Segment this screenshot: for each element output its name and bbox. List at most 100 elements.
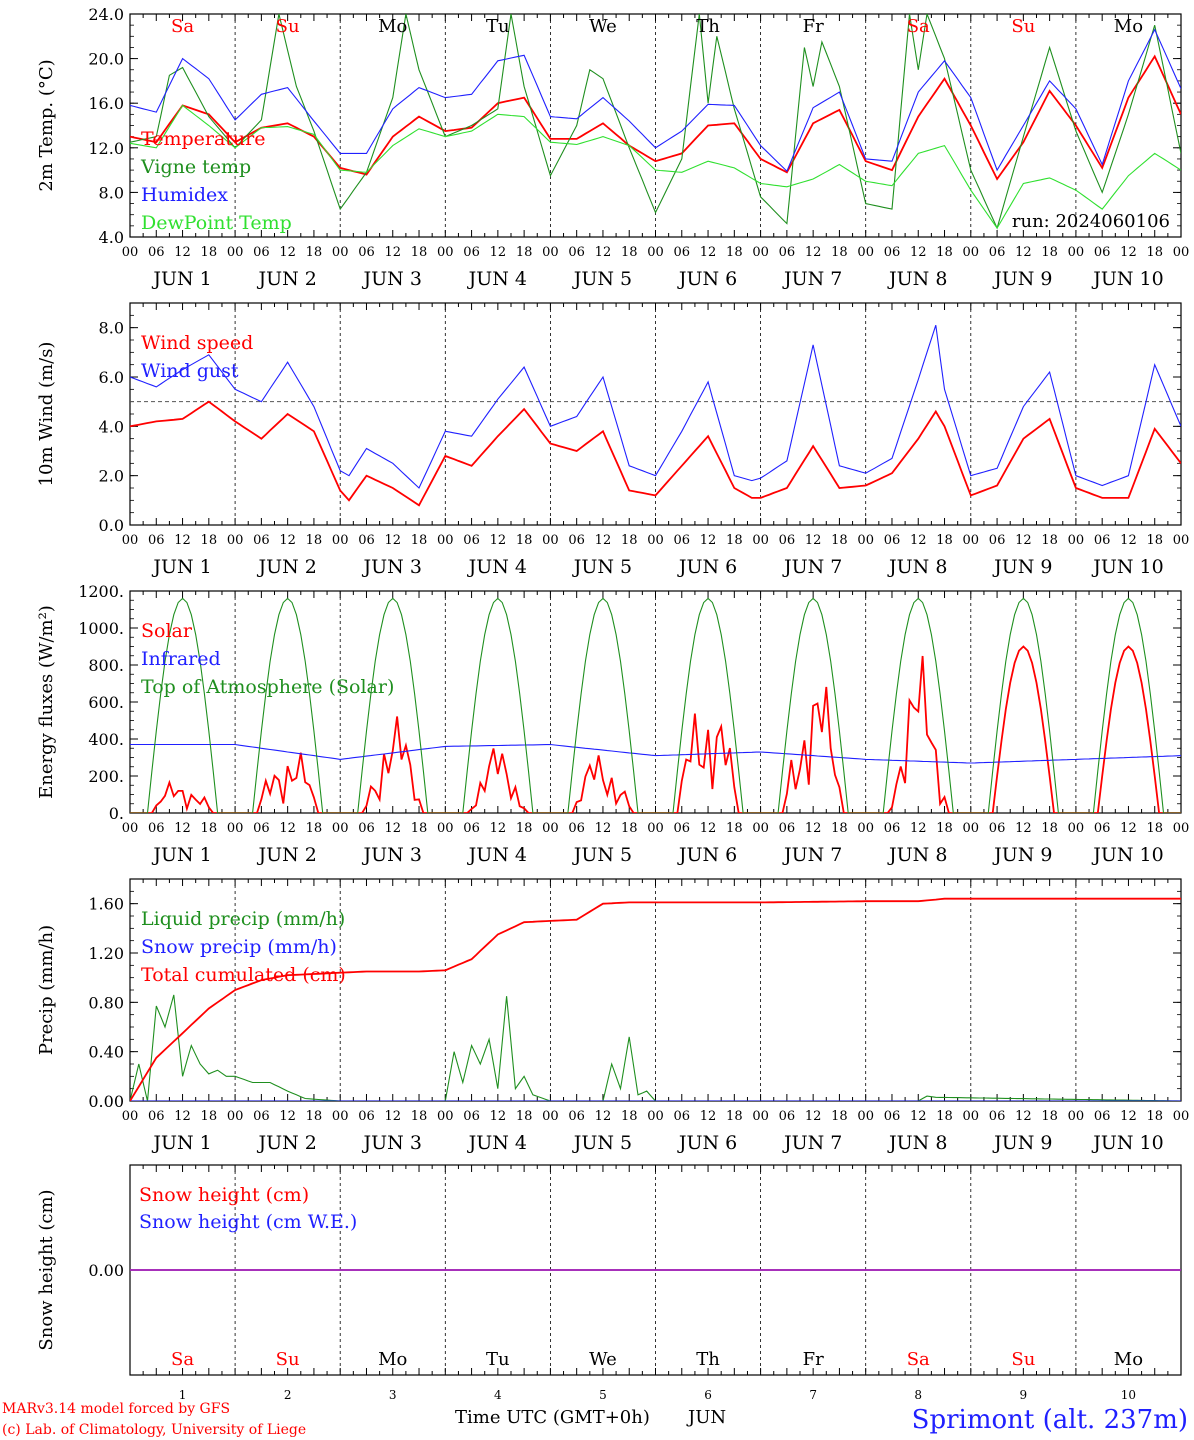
hour-label: 18 <box>1146 245 1163 260</box>
hour-label: 18 <box>831 821 848 836</box>
series-solar <box>130 645 1181 813</box>
day-label: JUN 2 <box>256 556 316 578</box>
hour-label: 18 <box>306 821 323 836</box>
hour-label: 18 <box>1146 533 1163 548</box>
series-group <box>130 325 1181 507</box>
legend-humidex: Humidex <box>141 184 228 206</box>
legend-top-of-atmosphere-solar-: Top of Atmosphere (Solar) <box>141 676 394 698</box>
y-axis-label: Energy fluxes (W/m²) <box>36 605 57 799</box>
hour-label: 00 <box>542 821 559 836</box>
hour-label: 00 <box>122 533 139 548</box>
day-number: 9 <box>1020 1388 1028 1402</box>
legend-dewpoint-temp: DewPoint Temp <box>141 212 292 234</box>
hour-label: 12 <box>174 533 191 548</box>
hour-label: 12 <box>1015 821 1032 836</box>
hour-label: 12 <box>595 533 612 548</box>
legend-liquid-precip-mm-h-: Liquid precip (mm/h) <box>141 908 345 930</box>
hour-label: 00 <box>542 245 559 260</box>
legend-wind-speed: Wind speed <box>141 332 253 354</box>
weekday-label: Fr <box>803 1349 824 1370</box>
hour-label: 00 <box>1173 1109 1190 1124</box>
series-wind-gust <box>130 325 1181 489</box>
footer: MARv3.14 model forced by GFS (c) Lab. of… <box>2 1401 1188 1438</box>
hour-label: 06 <box>253 821 270 836</box>
day-label: JUN 2 <box>256 844 316 866</box>
x-axis-month: JUN <box>686 1407 726 1428</box>
hour-label: 06 <box>463 533 480 548</box>
hour-label: 00 <box>752 245 769 260</box>
hour-label: 06 <box>568 1109 585 1124</box>
hour-label: 00 <box>963 1109 980 1124</box>
hour-label: 00 <box>647 1109 664 1124</box>
panel-5: 0.00 Snow height (cm) Snow height (cm) Snow… <box>36 1164 1182 1402</box>
panel-2: 0.0 2.0 4.0 6.0 8.0 10m Wind (m/s) Wind speed W… <box>36 302 1189 578</box>
day-label: JUN 7 <box>782 268 842 290</box>
day-number: 6 <box>704 1388 712 1402</box>
hour-label: 00 <box>752 533 769 548</box>
hour-label: 06 <box>989 245 1006 260</box>
y-tick-label: 2.0 <box>99 467 124 486</box>
hour-label: 18 <box>516 533 533 548</box>
hour-label: 12 <box>910 533 927 548</box>
hour-label: 18 <box>516 821 533 836</box>
hour-label: 12 <box>384 245 401 260</box>
day-label: JUN 7 <box>782 844 842 866</box>
y-tick-label: 0.00 <box>88 1092 124 1111</box>
hour-label: 06 <box>358 1109 375 1124</box>
day-number: 2 <box>284 1388 292 1402</box>
weekday-label: Sa <box>171 1349 194 1370</box>
weekday-label: Mo <box>1114 16 1143 37</box>
panels: 4.08.012.016.020.024.02m Temp. (°C) Tempe… <box>36 5 1189 1402</box>
day-label: JUN 5 <box>572 1132 632 1154</box>
series-humidex <box>130 28 1181 173</box>
hour-label: 18 <box>621 245 638 260</box>
legend-wind-gust: Wind gust <box>141 360 239 382</box>
day-label: JUN 9 <box>992 268 1052 290</box>
hour-label: 12 <box>279 1109 296 1124</box>
weekday-label: We <box>589 16 617 37</box>
day-label: JUN 6 <box>677 556 737 578</box>
day-label: JUN 4 <box>467 1132 527 1154</box>
y-tick-label: 800. <box>88 656 124 675</box>
hour-label: 00 <box>122 245 139 260</box>
hour-label: 18 <box>306 533 323 548</box>
run-annotation: run: 2024060106 <box>1012 211 1170 232</box>
day-label: JUN 8 <box>887 268 947 290</box>
y-tick-label: 12.0 <box>88 139 124 158</box>
hour-label: 18 <box>411 821 428 836</box>
hour-label: 12 <box>1015 533 1032 548</box>
hour-label: 06 <box>148 245 165 260</box>
hour-label: 06 <box>568 245 585 260</box>
weekday-label: Fr <box>803 16 824 37</box>
day-label: JUN 8 <box>887 844 947 866</box>
hour-label: 06 <box>148 821 165 836</box>
hour-label: 12 <box>700 533 717 548</box>
y-tick-label: 200. <box>88 767 124 786</box>
hour-label: 06 <box>779 533 796 548</box>
hour-label: 06 <box>674 821 691 836</box>
hour-label: 12 <box>700 821 717 836</box>
day-label: JUN 10 <box>1091 1132 1163 1154</box>
hour-label: 18 <box>621 533 638 548</box>
y-tick-label: 6.0 <box>99 368 124 387</box>
day-label: JUN 4 <box>467 268 527 290</box>
y-axis-label: 2m Temp. (°C) <box>36 59 57 191</box>
panel-1: 4.0 8.0 12.0 16.0 20.0 24.0 2m Temp. (°C) Tempe… <box>36 5 1189 290</box>
hour-label: 12 <box>384 1109 401 1124</box>
day-label: JUN 2 <box>256 268 316 290</box>
day-label: JUN 9 <box>992 844 1052 866</box>
hour-label: 06 <box>1094 1109 1111 1124</box>
hour-label: 00 <box>227 245 244 260</box>
hour-label: 18 <box>516 1109 533 1124</box>
series-top-of-atmosphere-solar- <box>130 597 1181 813</box>
hour-label: 06 <box>463 1109 480 1124</box>
hour-label: 18 <box>411 1109 428 1124</box>
hour-label: 00 <box>1173 245 1190 260</box>
hour-label: 00 <box>857 245 874 260</box>
day-label: JUN 6 <box>677 844 737 866</box>
hour-label: 12 <box>490 1109 507 1124</box>
legend-infrared: Infrared <box>141 648 221 670</box>
y-tick-label: 1000. <box>78 619 124 638</box>
y-tick-label: 1.20 <box>88 944 124 963</box>
